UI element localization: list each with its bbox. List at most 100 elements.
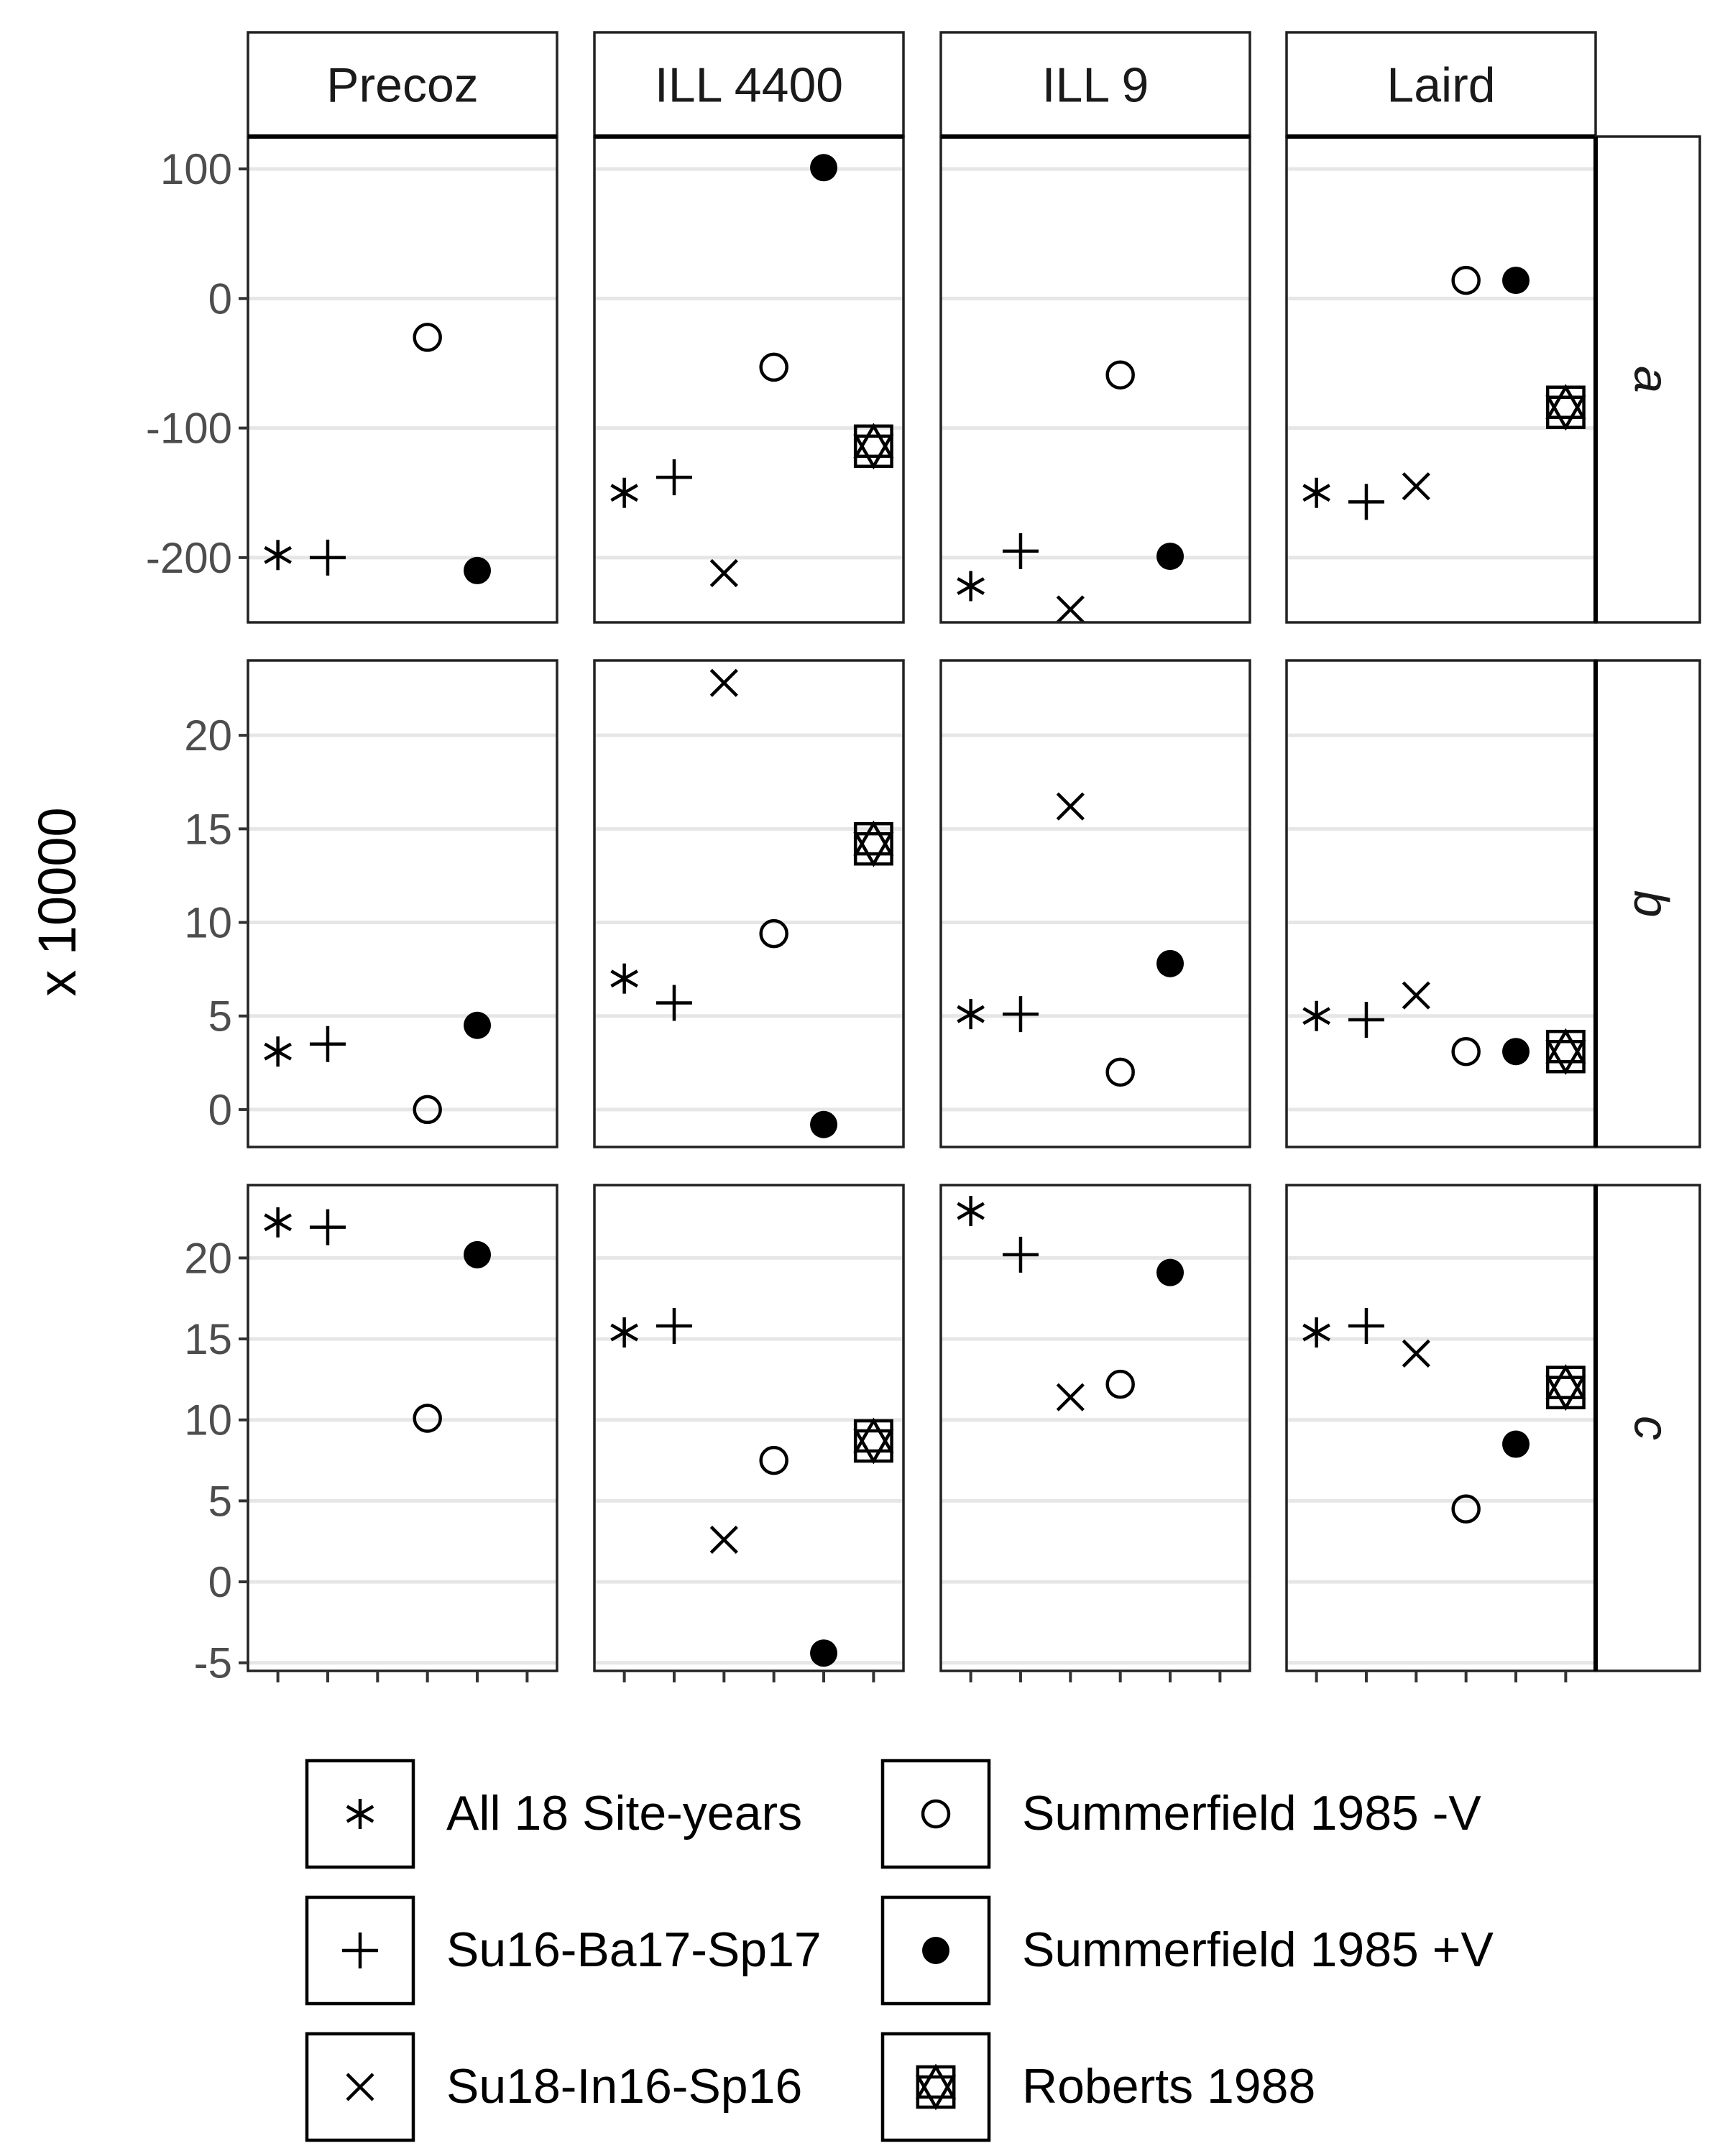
- panel-a-1: [593, 135, 905, 624]
- panel-background: [594, 660, 903, 1147]
- marker-circle: [1451, 265, 1481, 295]
- marker-stroke: [1056, 595, 1085, 624]
- y-tick-label: 20: [184, 1234, 232, 1282]
- panel-c-2: [939, 1184, 1251, 1672]
- marker-stroke: [709, 558, 738, 588]
- panel-background: [941, 137, 1250, 622]
- marker-stroke: [264, 1042, 292, 1061]
- legend-key: [880, 1895, 991, 2006]
- data-point: [1402, 981, 1430, 1010]
- legend-marker: [346, 2073, 374, 2101]
- legend-item: Summerfield 1985 +V: [880, 1895, 1494, 2006]
- marker-circle: [1105, 360, 1135, 390]
- panel-border: [939, 1184, 1251, 1672]
- marker-circle: [810, 1110, 838, 1138]
- panel-background: [248, 660, 557, 1147]
- marker-stroke: [957, 1202, 985, 1220]
- data-point: [1302, 1317, 1330, 1348]
- data-point: [759, 918, 788, 949]
- panel-b-3: [1285, 659, 1597, 1148]
- marker-circle: [464, 1240, 492, 1268]
- panel-background: [594, 1185, 903, 1671]
- marker-circle: [1502, 1430, 1530, 1458]
- data-point: [1302, 477, 1330, 508]
- marker-triangle: [915, 2063, 957, 2099]
- panel-border: [939, 659, 1251, 1148]
- marker-triangle: [853, 831, 894, 867]
- data-point: [1156, 949, 1184, 977]
- y-tick-label: 0: [208, 1558, 232, 1606]
- data-point: [1545, 1364, 1586, 1411]
- marker-square: [1545, 1365, 1586, 1409]
- legend-label: Su18-In16-Sp16: [446, 2059, 802, 2114]
- data-point: [759, 1445, 788, 1475]
- data-point: [464, 1011, 492, 1039]
- legend-key: [880, 2032, 991, 2142]
- marker-stroke: [346, 2073, 374, 2101]
- marker-circle: [413, 1095, 442, 1125]
- data-point: [610, 1317, 638, 1348]
- legend-item: All 18 Site-years: [305, 1759, 802, 1869]
- row-strip-label: b: [1624, 890, 1679, 918]
- data-point: [810, 1639, 838, 1667]
- data-point: [957, 999, 985, 1030]
- data-point: [1302, 1000, 1330, 1031]
- data-point: [413, 1095, 442, 1125]
- marker-stroke: [1302, 484, 1330, 502]
- marker-triangle: [853, 434, 894, 470]
- data-point: [1451, 1494, 1481, 1524]
- strips: Precoz ILL 4400 ILL 9 Laird a b c: [247, 31, 1701, 1672]
- marker-square: [853, 1419, 893, 1463]
- marker-triangle: [1545, 1028, 1586, 1064]
- data-point: [1105, 1369, 1135, 1399]
- marker-stroke: [1402, 472, 1430, 501]
- data-point: [1502, 267, 1530, 295]
- y-tick-label: 5: [208, 992, 232, 1041]
- marker-triangle: [853, 423, 894, 459]
- data-point: [1105, 360, 1135, 390]
- y-tick-label: 15: [184, 1315, 232, 1363]
- data-point: [853, 820, 894, 867]
- data-point: [1056, 1383, 1085, 1411]
- marker-circle: [413, 1404, 442, 1433]
- marker-stroke: [346, 1805, 374, 1823]
- data-point: [1451, 265, 1481, 295]
- legend-key: [880, 1759, 991, 1869]
- data-point: [309, 539, 346, 576]
- panel-background: [1287, 1185, 1596, 1671]
- column-strip: [593, 31, 905, 138]
- row-strip-label: a: [1624, 366, 1679, 393]
- marker-square: [853, 424, 893, 469]
- marker-square: [1545, 385, 1586, 430]
- data-point: [709, 668, 738, 697]
- data-point: [1056, 595, 1085, 624]
- marker-stroke: [1402, 1339, 1430, 1368]
- data-point: [1545, 1028, 1586, 1075]
- data-point: [1348, 1308, 1384, 1345]
- marker-stroke: [1402, 981, 1430, 1010]
- marker-stroke: [957, 1005, 985, 1023]
- panel-background: [248, 137, 557, 622]
- marker-triangle: [1545, 1364, 1586, 1399]
- data-point: [1002, 1236, 1039, 1273]
- marker-triangle: [1545, 1376, 1586, 1411]
- marker-circle: [759, 1445, 788, 1475]
- data-point: [656, 1308, 692, 1345]
- legend-marker: [915, 2063, 957, 2111]
- data-point: [464, 1240, 492, 1268]
- y-tick-label: 15: [184, 805, 232, 853]
- marker-triangle: [1545, 1039, 1586, 1075]
- marker-triangle: [853, 1429, 894, 1465]
- marker-stroke: [610, 1323, 638, 1342]
- marker-circle: [464, 556, 492, 584]
- data-point: [309, 1026, 346, 1062]
- marker-circle: [1156, 543, 1184, 571]
- marker-triangle: [915, 2075, 957, 2111]
- marker-square: [1545, 1029, 1586, 1074]
- panel-b-2: [939, 659, 1251, 1148]
- legend-item: Su16-Ba17-Sp17: [305, 1895, 822, 2006]
- marker-triangle: [1545, 384, 1586, 420]
- y-tick-label: 5: [208, 1477, 232, 1525]
- legend: All 18 Site-years Su16-Ba17-Sp17 Su18-In16…: [305, 1759, 1494, 2142]
- data-point: [1402, 472, 1430, 501]
